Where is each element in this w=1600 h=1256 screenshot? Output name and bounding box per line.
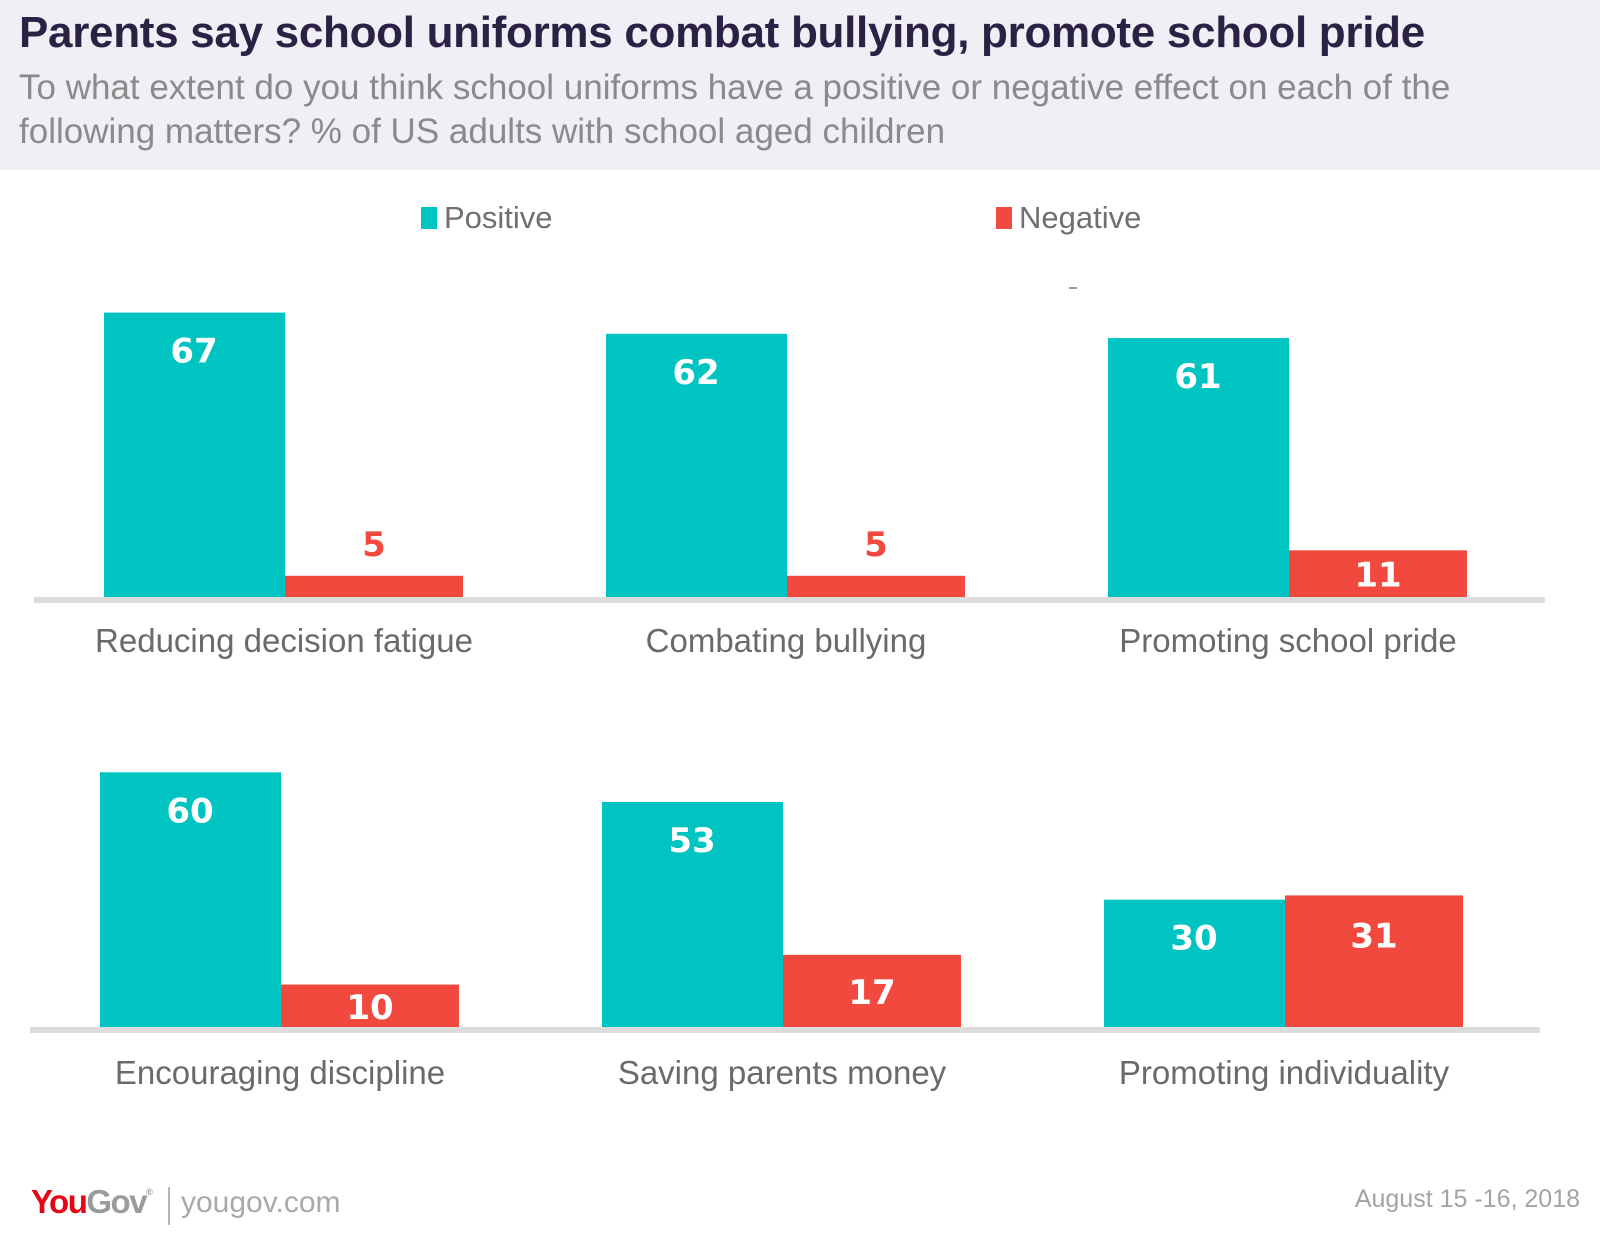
bar-positive <box>104 312 285 597</box>
logo-gov: Gov <box>86 1183 147 1220</box>
bar-negative <box>787 575 965 597</box>
legend-item-negative: Negative <box>996 200 1141 236</box>
logo-you: You <box>31 1183 88 1220</box>
bar-positive <box>1108 338 1289 597</box>
bar-positive <box>100 772 281 1027</box>
legend-swatch-positive <box>421 207 437 229</box>
footer-url: yougov.com <box>181 1186 341 1219</box>
legend-swatch-negative <box>996 207 1012 229</box>
value-label-negative: 11 <box>1354 556 1401 596</box>
yougov-logo: YouGov® <box>31 1183 153 1221</box>
bar-positive <box>602 802 783 1027</box>
bar-negative <box>285 575 463 597</box>
chart-subtitle: To what extent do you think school unifo… <box>19 68 1451 151</box>
header: Parents say school uniforms combat bully… <box>0 0 1600 170</box>
value-label-positive: 67 <box>170 332 217 372</box>
value-label-positive: 62 <box>672 353 719 393</box>
category-label: Combating bullying <box>646 622 927 659</box>
footer-divider <box>168 1187 170 1225</box>
value-label-positive: 60 <box>166 791 213 831</box>
value-label-negative: 31 <box>1350 916 1397 956</box>
category-label: Reducing decision fatigue <box>95 622 473 659</box>
value-label-positive: 61 <box>1174 357 1221 397</box>
value-label-positive: 53 <box>668 821 715 861</box>
value-label-negative: 5 <box>362 525 386 565</box>
stray-mark <box>1069 287 1077 289</box>
bar-positive <box>1104 899 1285 1027</box>
x-axis-line <box>30 1027 1540 1033</box>
bar-negative <box>281 984 459 1027</box>
logo-registered-mark: ® <box>146 1187 153 1197</box>
legend-item-positive: Positive <box>421 200 553 236</box>
value-label-negative: 5 <box>864 525 888 565</box>
category-label: Encouraging discipline <box>115 1054 445 1091</box>
value-label-negative: 10 <box>346 988 393 1028</box>
chart-title: Parents say school uniforms combat bully… <box>19 8 1425 57</box>
category-label: Promoting individuality <box>1119 1054 1450 1091</box>
bar-negative <box>783 954 961 1027</box>
value-label-negative: 17 <box>848 973 895 1013</box>
survey-date: August 15 -16, 2018 <box>1354 1185 1580 1213</box>
legend-label-positive: Positive <box>444 200 553 235</box>
value-label-positive: 30 <box>1170 919 1217 959</box>
category-label: Saving parents money <box>618 1054 947 1091</box>
bar-positive <box>606 333 787 597</box>
bar-negative <box>1285 895 1463 1027</box>
x-axis-line <box>34 597 1545 603</box>
category-label: Promoting school pride <box>1119 622 1457 659</box>
legend-label-negative: Negative <box>1019 200 1142 235</box>
bar-negative <box>1289 550 1467 597</box>
